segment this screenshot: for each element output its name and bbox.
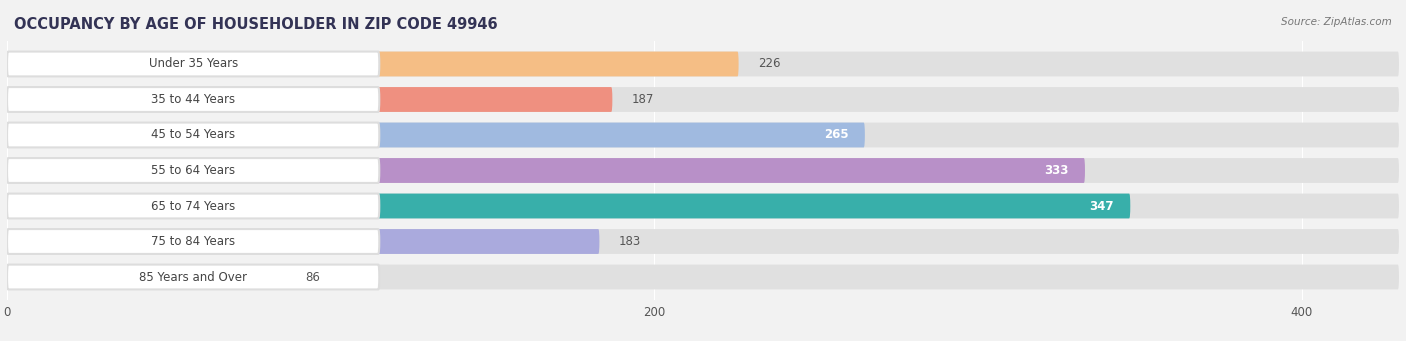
FancyBboxPatch shape — [7, 229, 1399, 254]
FancyBboxPatch shape — [7, 87, 380, 112]
Text: 45 to 54 Years: 45 to 54 Years — [150, 129, 235, 142]
FancyBboxPatch shape — [7, 87, 1399, 112]
Text: OCCUPANCY BY AGE OF HOUSEHOLDER IN ZIP CODE 49946: OCCUPANCY BY AGE OF HOUSEHOLDER IN ZIP C… — [14, 17, 498, 32]
FancyBboxPatch shape — [7, 51, 1399, 76]
Text: 75 to 84 Years: 75 to 84 Years — [150, 235, 235, 248]
FancyBboxPatch shape — [7, 122, 865, 147]
FancyBboxPatch shape — [7, 229, 380, 254]
Text: 187: 187 — [631, 93, 654, 106]
FancyBboxPatch shape — [7, 122, 380, 147]
Text: Under 35 Years: Under 35 Years — [149, 58, 238, 71]
Text: 55 to 64 Years: 55 to 64 Years — [150, 164, 235, 177]
Text: 226: 226 — [758, 58, 780, 71]
FancyBboxPatch shape — [7, 194, 1130, 219]
FancyBboxPatch shape — [7, 51, 738, 76]
Text: 183: 183 — [619, 235, 641, 248]
Text: 333: 333 — [1045, 164, 1069, 177]
FancyBboxPatch shape — [7, 265, 380, 290]
Text: 35 to 44 Years: 35 to 44 Years — [150, 93, 235, 106]
Text: Source: ZipAtlas.com: Source: ZipAtlas.com — [1281, 17, 1392, 27]
FancyBboxPatch shape — [7, 158, 1399, 183]
Text: 85 Years and Over: 85 Years and Over — [139, 270, 247, 283]
FancyBboxPatch shape — [7, 265, 285, 290]
FancyBboxPatch shape — [7, 265, 1399, 290]
Text: 86: 86 — [305, 270, 319, 283]
Text: 65 to 74 Years: 65 to 74 Years — [150, 199, 235, 212]
FancyBboxPatch shape — [7, 51, 380, 76]
Text: 347: 347 — [1090, 199, 1114, 212]
FancyBboxPatch shape — [7, 158, 380, 183]
FancyBboxPatch shape — [7, 194, 380, 219]
FancyBboxPatch shape — [7, 87, 613, 112]
Text: 265: 265 — [824, 129, 849, 142]
FancyBboxPatch shape — [7, 158, 1085, 183]
FancyBboxPatch shape — [7, 122, 1399, 147]
FancyBboxPatch shape — [7, 229, 599, 254]
FancyBboxPatch shape — [7, 194, 1399, 219]
